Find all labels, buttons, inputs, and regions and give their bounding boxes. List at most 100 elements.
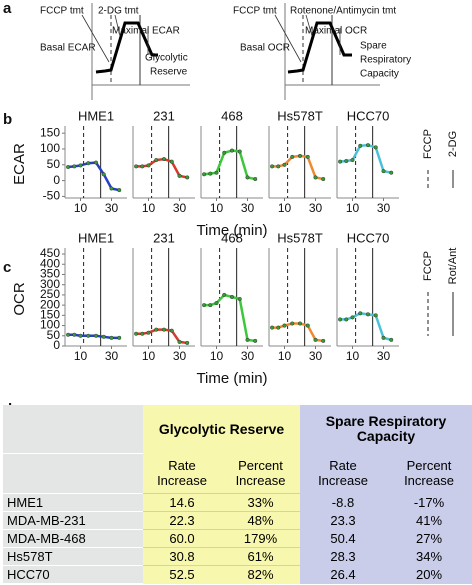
panel-label: a (3, 0, 12, 17)
data-point (282, 162, 287, 167)
data-point (366, 312, 371, 317)
data-point (72, 332, 77, 337)
data-point (298, 321, 303, 326)
data-point (381, 335, 386, 340)
panel-title: HCC70 (347, 108, 390, 123)
y-tick-label: -50 (43, 189, 61, 203)
schematic-label: 2-DG tmt (98, 6, 139, 17)
table-row: HCC70 52.5 82% 26.4 20% (3, 565, 472, 584)
table-cell: 41% (386, 511, 472, 530)
data-point (101, 172, 106, 177)
data-point (117, 188, 122, 193)
panel-title: Hs578T (277, 108, 323, 123)
table-cell: 61% (221, 547, 300, 566)
data-point (321, 177, 326, 182)
data-point (169, 328, 174, 333)
table-row: HME1 14.6 33% -8.8 -17% (3, 493, 472, 512)
table-row: MDA-MB-231 22.3 48% 23.3 41% (3, 511, 472, 530)
row-label: Hs578T (3, 547, 143, 566)
x-tick-label: 30 (105, 349, 119, 363)
data-point (321, 338, 326, 343)
data-point (358, 143, 363, 148)
data-point (366, 143, 371, 148)
x-tick-label: 30 (173, 349, 187, 363)
data-point (270, 164, 275, 169)
data-point (237, 297, 242, 302)
legend-label: 2-DG (447, 131, 459, 157)
data-point (93, 333, 98, 338)
schematic-label: FCCP tmt (40, 6, 84, 17)
table-cell: 34% (386, 547, 472, 566)
data-point (161, 327, 166, 332)
sub-header: Percent Increase (386, 453, 472, 494)
table-cell: 26.4 (300, 565, 386, 584)
data-point (282, 323, 287, 328)
panel-title: HME1 (78, 230, 114, 245)
y-tick-label: 150 (40, 308, 60, 322)
data-point (177, 339, 182, 344)
data-point (373, 313, 378, 318)
panel-title: 468 (221, 108, 243, 123)
schematic-label: Maximal ECAR (112, 26, 180, 37)
data-point (66, 165, 71, 170)
y-tick-label: 0 (53, 338, 60, 352)
x-axis-label: Time (min) (196, 370, 267, 387)
panel-label: c (3, 259, 11, 276)
y-tick-label: 350 (40, 267, 60, 281)
table-row: Hs578T 30.8 61% 28.3 34% (3, 547, 472, 566)
table-corner (3, 453, 143, 494)
row-label: HCC70 (3, 565, 143, 584)
panel-title: Hs578T (277, 230, 323, 245)
data-point (313, 175, 318, 180)
table-cell: 52.5 (143, 565, 221, 584)
x-tick-label: 10 (74, 201, 88, 215)
group-header: Spare Respiratory Capacity (300, 405, 472, 453)
y-tick-label: 50 (47, 328, 61, 342)
data-point (276, 325, 281, 330)
table-cell: 23.3 (300, 511, 386, 530)
x-tick-label: 10 (346, 349, 360, 363)
data-point (66, 332, 71, 337)
x-tick-label: 30 (105, 201, 119, 215)
data-point (229, 294, 234, 299)
series-line (204, 293, 256, 343)
data-point (338, 317, 343, 322)
data-point (177, 173, 182, 178)
data-point (381, 169, 386, 174)
schematic-label: Glycolytic (145, 53, 188, 64)
y-tick-label: 200 (40, 297, 60, 311)
data-point (373, 145, 378, 150)
series-line (339, 143, 392, 174)
x-tick-label: 30 (241, 349, 255, 363)
data-point (245, 337, 250, 342)
y-tick-label: 450 (40, 246, 60, 260)
data-point (93, 160, 98, 165)
schematic (274, 3, 380, 100)
table-cell: 14.6 (143, 493, 221, 512)
x-tick-label: 30 (173, 201, 187, 215)
data-point (290, 154, 295, 159)
x-tick-label: 30 (377, 349, 391, 363)
y-tick-label: 100 (40, 141, 60, 155)
x-tick-label: 30 (241, 201, 255, 215)
data-point (202, 303, 207, 308)
legend-label: FCCP (422, 129, 434, 159)
schematic-label: Spare (360, 41, 387, 52)
data-point (222, 292, 227, 297)
row-label: MDA-MB-468 (3, 529, 143, 548)
data-point (134, 164, 139, 169)
table-cell: 82% (221, 565, 300, 584)
data-point (338, 159, 343, 164)
row-label: MDA-MB-231 (3, 511, 143, 530)
data-point (154, 327, 159, 332)
table-cell: 48% (221, 511, 300, 530)
x-axis-label: Time (min) (196, 222, 267, 239)
data-point (185, 340, 190, 345)
schematic-label: Capacity (360, 69, 399, 80)
data-point (86, 161, 91, 166)
x-tick-label: 10 (210, 201, 224, 215)
panel-label: b (3, 111, 12, 128)
schematic-label: Maximal OCR (305, 26, 367, 37)
data-point (86, 333, 91, 338)
panel-title: HME1 (78, 108, 114, 123)
